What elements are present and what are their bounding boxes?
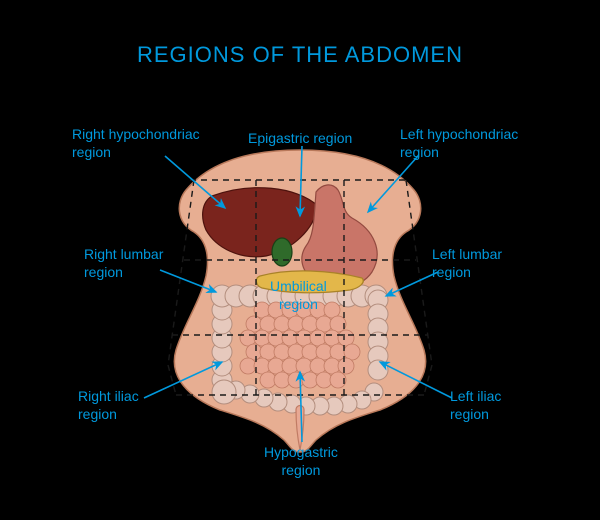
label-umbilical: Umbilicalregion [270,278,327,313]
label-left-hypochondriac: Left hypochondriacregion [400,126,518,161]
diagram-title: REGIONS OF THE ABDOMEN [0,42,600,68]
gallbladder [272,238,292,266]
label-epigastric: Epigastric region [248,130,352,148]
label-right-hypochondriac: Right hypochondriacregion [72,126,200,161]
label-right-iliac: Right iliacregion [78,388,139,423]
label-right-lumbar: Right lumbarregion [84,246,163,281]
label-hypogastric: Hypogastricregion [264,444,338,479]
label-left-lumbar: Left lumbarregion [432,246,502,281]
label-left-iliac: Left iliacregion [450,388,501,423]
